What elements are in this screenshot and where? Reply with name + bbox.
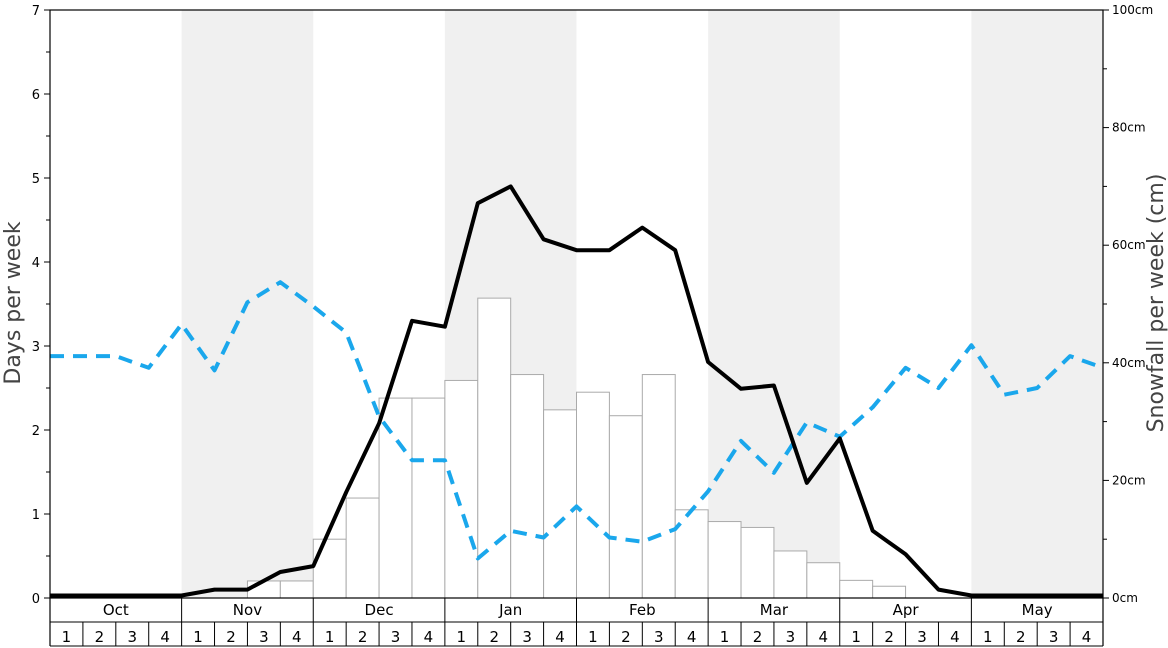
month-label-may: May: [1022, 601, 1053, 619]
dashed-series: [50, 280, 1104, 561]
solid-series: [50, 184, 1103, 598]
week-label: 2: [226, 628, 236, 646]
left-tick-label: 3: [32, 340, 40, 355]
week-label: 3: [1049, 628, 1059, 646]
week-label: 2: [621, 628, 631, 646]
week-label: 4: [160, 628, 170, 646]
week-label: 3: [917, 628, 927, 646]
week-label: 1: [193, 628, 203, 646]
month-label-apr: Apr: [893, 601, 920, 619]
month-shade-mar: [708, 10, 840, 598]
right-tick-label: 40cm: [1112, 356, 1146, 370]
snowfall-bar: [740, 526, 775, 599]
right-tick-label: 60cm: [1112, 238, 1146, 252]
left-tick-label: 1: [32, 508, 40, 523]
snowfall-bar: [641, 374, 676, 599]
left-tick-label: 5: [32, 172, 40, 187]
week-label: 1: [851, 628, 861, 646]
week-label: 2: [1016, 628, 1026, 646]
month-label-mar: Mar: [760, 601, 789, 619]
snowfall-bar: [608, 415, 643, 599]
week-label: 4: [950, 628, 960, 646]
snowfall-bar: [872, 585, 907, 599]
left-tick-label: 4: [32, 256, 40, 271]
week-label: 1: [720, 628, 730, 646]
right-axis-title: Snowfall per week (cm): [1144, 174, 1168, 433]
snowfall-bar: [510, 374, 545, 599]
solid-series-line: [50, 184, 1103, 598]
snowfall-bar: [707, 521, 742, 599]
snowfall-bar: [444, 379, 479, 599]
snowfall-bar: [312, 538, 347, 599]
snowfall-bar: [411, 397, 446, 599]
week-label: 1: [62, 628, 72, 646]
left-tick-label: 6: [32, 88, 40, 103]
week-label: 1: [325, 628, 335, 646]
week-label: 4: [819, 628, 829, 646]
week-label: 2: [753, 628, 763, 646]
week-label: 1: [983, 628, 993, 646]
week-label: 4: [292, 628, 302, 646]
week-label: 3: [259, 628, 269, 646]
month-label-feb: Feb: [629, 601, 656, 619]
snowfall-bar: [543, 409, 577, 599]
week-label: 1: [457, 628, 467, 646]
snowfall-bar: [773, 550, 808, 599]
week-label: 3: [127, 628, 137, 646]
week-label: 2: [95, 628, 105, 646]
week-label: 4: [555, 628, 565, 646]
left-tick-label: 2: [32, 424, 40, 439]
dashed-series-line: [50, 280, 1104, 561]
week-label: 4: [1082, 628, 1092, 646]
left-tick-label: 7: [32, 4, 40, 19]
snowfall-bar: [246, 580, 281, 599]
left-tick-label: 0: [32, 592, 40, 607]
snowfall-bar: [839, 579, 874, 599]
month-label-nov: Nov: [233, 601, 262, 619]
right-tick-label: 20cm: [1112, 473, 1146, 487]
week-label: 3: [654, 628, 664, 646]
month-label-dec: Dec: [365, 601, 394, 619]
snowfall-bar: [806, 562, 841, 599]
week-label: 1: [588, 628, 598, 646]
week-label: 2: [884, 628, 894, 646]
right-tick-label: 80cm: [1112, 121, 1146, 135]
snowfall-bar: [378, 397, 413, 599]
snowfall-bar: [345, 497, 380, 599]
month-week-table: Oct 1 2 3 4 Nov 1 2 3 4 Dec 1 2 3 4 Jan 1 2 3 4 Feb 1 2 3 4 Mar 1 2…: [49, 598, 1104, 647]
month-label-jan: Jan: [498, 601, 522, 619]
week-label: 2: [489, 628, 499, 646]
right-tick-label: 100cm: [1112, 3, 1153, 17]
snowfall-bar: [477, 297, 512, 599]
week-label: 2: [358, 628, 368, 646]
snowfall-bar: [279, 580, 314, 599]
week-label: 4: [424, 628, 434, 646]
snowfall-bar: [576, 391, 610, 599]
week-label: 3: [522, 628, 532, 646]
right-axis: 0cm 20cm 40cm 60cm 80cm 100cm: [1103, 3, 1153, 605]
week-label: 4: [687, 628, 697, 646]
right-tick-label: 0cm: [1112, 591, 1138, 605]
left-axis: 0 1 2 3 4 5 6 7: [32, 4, 50, 607]
week-label: 3: [786, 628, 796, 646]
month-label-oct: Oct: [103, 601, 129, 619]
left-axis-title: Days per week: [1, 221, 26, 384]
month-shade-may: [971, 10, 1103, 598]
week-label: 3: [391, 628, 401, 646]
